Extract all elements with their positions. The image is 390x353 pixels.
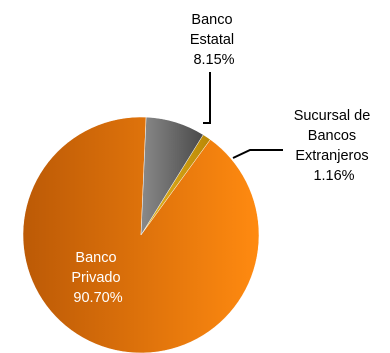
label-line: Estatal [190, 32, 234, 48]
label-line: Banco [75, 250, 116, 266]
slice-label-sucursal: Sucursal de Bancos Extranjeros 1.16% [294, 108, 375, 184]
label-line: Banco [191, 12, 232, 28]
leader-line-banco-estatal [203, 72, 211, 124]
value-label: 1.16% [313, 168, 354, 184]
value-label: 90.70% [73, 290, 122, 306]
label-line: Extranjeros [295, 148, 368, 164]
slice-banco-estatal [140, 116, 204, 236]
slice-label-banco-estatal: Banco Estatal 8.15% [190, 12, 238, 68]
slice-label-banco-privado: Banco Privado 90.70% [71, 250, 124, 306]
label-line: Bancos [308, 128, 356, 144]
leader-line-sucursal [232, 149, 283, 159]
value-label: 8.15% [193, 52, 234, 68]
label-line: Privado [71, 270, 120, 286]
label-line: Sucursal de [294, 108, 371, 124]
